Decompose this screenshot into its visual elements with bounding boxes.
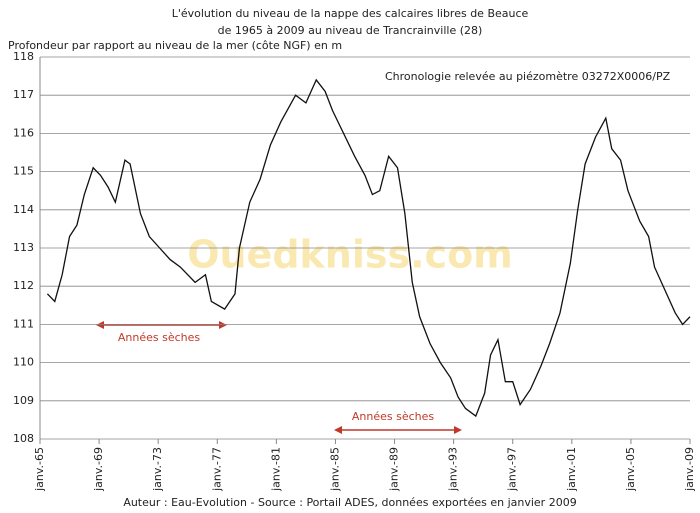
y-tick-label: 114 xyxy=(13,203,34,216)
x-tick-label: janv.-65 xyxy=(33,447,46,492)
y-tick-label: 108 xyxy=(13,432,34,445)
x-tick-label: janv.-85 xyxy=(328,447,341,492)
x-tick-label: janv.-05 xyxy=(624,447,637,492)
x-tick-label: janv.-93 xyxy=(447,447,460,492)
dry-years-arrow xyxy=(96,321,462,434)
x-tick-label: janv.-69 xyxy=(92,447,105,492)
x-tick-label: janv.-09 xyxy=(683,447,696,492)
y-tick-label: 110 xyxy=(13,356,34,369)
arrow-head xyxy=(334,426,342,434)
x-tick-label: janv.-97 xyxy=(506,447,519,492)
y-tick-label: 116 xyxy=(13,126,34,139)
y-tick-label: 115 xyxy=(13,165,34,178)
y-tick-label: 113 xyxy=(13,241,34,254)
y-tick-label: 111 xyxy=(13,317,34,330)
note: Chronologie relevée au piézomètre 03272X… xyxy=(385,70,671,83)
arrow-head xyxy=(219,321,227,329)
y-axis-label: Profondeur par rapport au niveau de la m… xyxy=(8,39,342,52)
y-tick-label: 117 xyxy=(13,88,34,101)
footer: Auteur : Eau-Evolution - Source : Portai… xyxy=(123,496,576,509)
chart-title: L'évolution du niveau de la nappe des ca… xyxy=(172,7,529,20)
y-tick-label: 109 xyxy=(13,394,34,407)
annotation: Années sèches xyxy=(352,410,435,423)
x-tick-label: janv.-77 xyxy=(210,447,223,492)
y-tick-label: 118 xyxy=(13,50,34,63)
x-tick-label: janv.-01 xyxy=(565,447,578,492)
line-series xyxy=(46,78,691,418)
arrow-head xyxy=(96,321,104,329)
arrow-head xyxy=(454,426,462,434)
x-tick-label: janv.-73 xyxy=(151,447,164,492)
annotation: Années sèches xyxy=(118,331,201,344)
watermark: Ouedkniss.com xyxy=(187,233,513,277)
y-tick-label: 112 xyxy=(13,279,34,292)
x-tick-label: janv.-81 xyxy=(269,447,282,492)
chart-subtitle: de 1965 à 2009 au niveau de Trancrainvil… xyxy=(218,24,483,37)
x-tick-label: janv.-89 xyxy=(388,447,401,492)
